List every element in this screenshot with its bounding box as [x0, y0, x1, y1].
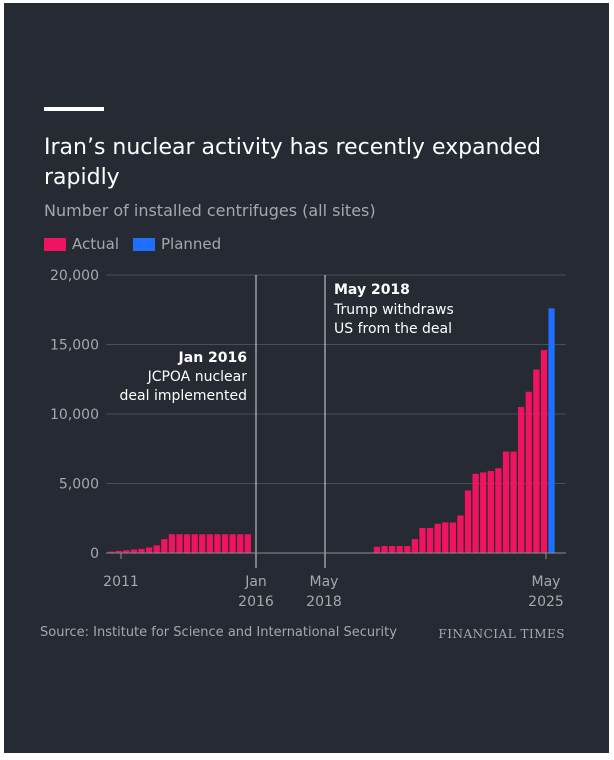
x-tick-labels: 2011 Jan 2016 May 2018 May 2025	[103, 574, 564, 610]
annotation-jan-2016-date: Jan 2016	[178, 350, 247, 366]
y-tick-label: 0	[90, 546, 99, 562]
bar-actual	[525, 391, 532, 553]
bar-actual	[115, 550, 122, 553]
bar-actual	[457, 515, 464, 553]
bar-actual	[472, 473, 479, 553]
bar-actual	[449, 522, 456, 553]
legend-item-planned: Planned	[133, 235, 221, 253]
bar-actual	[487, 470, 494, 553]
bar-actual	[183, 534, 191, 553]
bar-actual	[464, 490, 472, 553]
bar-actual	[426, 527, 434, 553]
bar-actual	[153, 545, 160, 553]
bar-actual	[161, 539, 168, 553]
bar-actual	[199, 534, 206, 553]
bar-actual	[138, 548, 145, 553]
event-lines	[255, 275, 326, 568]
bar-actual	[404, 546, 411, 553]
x-tick-may-2018-month: May	[310, 574, 339, 590]
legend: Actual Planned	[44, 235, 235, 253]
x-axis	[106, 552, 566, 559]
annotation-may-2018-line1: Trump withdraws	[333, 302, 454, 318]
bar-actual	[502, 451, 510, 553]
x-tick-may-2018-year: 2018	[306, 594, 342, 610]
bar-actual	[533, 369, 540, 553]
bar-actual	[396, 546, 403, 553]
bar-actual	[388, 546, 396, 553]
bar-actual	[434, 523, 441, 553]
annotation-jan-2016-line2: deal implemented	[120, 388, 247, 404]
bars	[108, 308, 555, 553]
bar-actual	[168, 534, 176, 553]
x-tick-may-2025-month: May	[532, 574, 561, 590]
y-tick-label: 10,000	[50, 407, 99, 423]
bar-actual	[237, 534, 244, 553]
bar-actual	[145, 547, 153, 553]
bar-actual	[206, 534, 213, 553]
y-tick-label: 15,000	[50, 338, 99, 354]
bar-actual	[191, 534, 198, 553]
bar-actual	[381, 546, 388, 553]
chart-panel: Iran’s nuclear activity has recently exp…	[4, 3, 609, 753]
legend-swatch-planned	[133, 237, 155, 251]
legend-label-planned: Planned	[161, 235, 222, 253]
bar-actual	[540, 350, 548, 553]
legend-label-actual: Actual	[72, 235, 119, 253]
x-tick-jan-2016-year: 2016	[238, 594, 274, 610]
source-note: Source: Institute for Science and Intern…	[40, 625, 397, 640]
bar-actual	[130, 549, 138, 553]
bar-actual	[495, 468, 502, 553]
bar-actual	[480, 472, 487, 553]
bar-actual	[510, 451, 517, 553]
annotation-jan-2016: Jan 2016 JCPOA nuclear deal implemented	[120, 350, 248, 404]
bar-actual	[229, 534, 236, 553]
bar-actual	[176, 534, 183, 553]
bar-actual	[373, 546, 381, 553]
bar-actual	[123, 550, 130, 553]
bar-actual	[108, 551, 115, 553]
title-accent-bar	[44, 107, 104, 111]
bar-planned	[548, 308, 555, 553]
bar-actual	[419, 527, 426, 553]
bar-actual	[518, 407, 525, 553]
annotation-may-2018: May 2018 Trump withdraws US from the dea…	[333, 282, 454, 337]
y-tick-label: 5,000	[59, 477, 99, 493]
x-tick-jan-2016-month: Jan	[244, 574, 267, 590]
legend-swatch-actual	[44, 237, 66, 251]
bar-actual	[221, 534, 229, 553]
bar-actual	[442, 522, 449, 553]
x-tick-may-2025-year: 2025	[528, 594, 564, 610]
y-tick-label: 20,000	[50, 268, 99, 284]
annotation-may-2018-date: May 2018	[334, 282, 410, 298]
bar-actual	[244, 534, 251, 553]
bar-actual	[411, 539, 419, 553]
annotation-jan-2016-line1: JCPOA nuclear	[147, 369, 248, 385]
chart-title: Iran’s nuclear activity has recently exp…	[44, 135, 541, 190]
legend-item-actual: Actual	[44, 235, 119, 253]
chart-subtitle: Number of installed centrifuges (all sit…	[44, 201, 376, 220]
y-tick-labels: 20,000 15,000 10,000 5,000 0	[50, 268, 99, 562]
x-tick-2011: 2011	[103, 574, 139, 590]
annotation-may-2018-line2: US from the deal	[334, 321, 452, 337]
bar-actual	[214, 534, 221, 553]
ft-logo: FINANCIAL TIMES	[438, 627, 565, 641]
